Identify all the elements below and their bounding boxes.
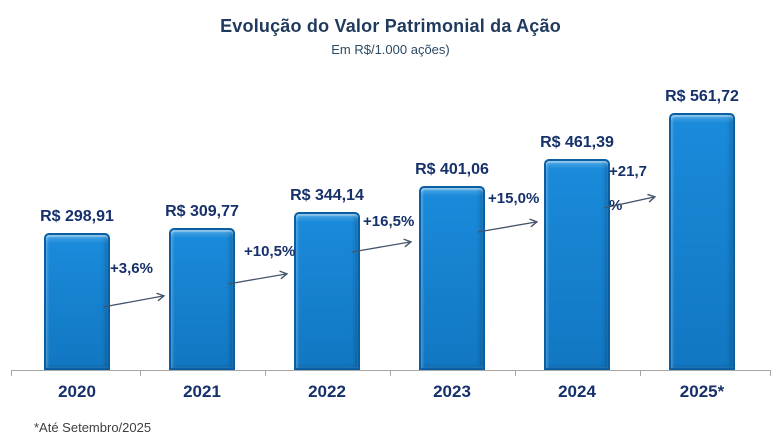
bar-group: R$ 298,91 — [12, 208, 142, 370]
bar-value-label: R$ 298,91 — [40, 208, 114, 225]
growth-arrow-icon — [102, 292, 166, 308]
chart-title: Evolução do Valor Patrimonial da Ação — [220, 16, 561, 36]
growth-text: +15,0% — [488, 190, 540, 207]
growth-annotation: +16,5% — [363, 212, 414, 232]
bar-value-label: R$ 401,06 — [415, 161, 489, 178]
x-axis-label: 2024 — [558, 382, 596, 401]
bar — [669, 113, 735, 370]
x-axis-label: 2025* — [679, 382, 725, 401]
bar-value-label: R$ 344,14 — [290, 187, 364, 204]
growth-text: +3,6% — [110, 260, 153, 277]
x-axis-label: 2022 — [308, 382, 346, 401]
x-axis-tick — [265, 370, 266, 376]
bar — [544, 159, 610, 370]
growth-annotation: +3,6% — [110, 259, 153, 279]
x-axis-label: 2021 — [183, 382, 221, 401]
x-axis-label: 2023 — [433, 382, 471, 401]
growth-text: +16,5% — [363, 213, 415, 230]
bar — [419, 186, 485, 370]
bar — [169, 228, 235, 370]
bar-value-label: R$ 309,77 — [165, 203, 239, 220]
x-axis-tick — [640, 370, 641, 376]
growth-annotation: +10,5% — [244, 242, 295, 262]
bar — [44, 233, 110, 370]
growth-arrow-icon — [351, 238, 413, 253]
bar-group: R$ 461,39 — [512, 134, 642, 370]
bar-group: R$ 309,77 — [137, 203, 267, 370]
growth-arrow-icon — [227, 270, 289, 285]
x-axis-tick — [140, 370, 141, 376]
growth-annotation: +15,0% — [488, 189, 539, 209]
chart-footnote: *Até Setembro/2025 — [34, 420, 152, 435]
bar-value-label: R$ 561,72 — [665, 88, 739, 105]
x-axis-tick — [515, 370, 516, 376]
bar — [294, 212, 360, 370]
bar-group: R$ 401,06 — [387, 161, 517, 370]
growth-text: +10,5% — [244, 243, 296, 260]
growth-arrow-icon — [477, 218, 539, 233]
growth-arrow-icon — [603, 193, 657, 209]
x-axis-tick — [11, 370, 12, 376]
chart-subtitle: Em R$/1.000 ações) — [331, 42, 450, 57]
bar-group: R$ 561,72 — [637, 88, 767, 370]
x-axis-tick — [770, 370, 771, 376]
bar-value-label: R$ 461,39 — [540, 134, 614, 151]
bar-group: R$ 344,14 — [262, 187, 392, 370]
x-axis-label: 2020 — [58, 382, 96, 401]
growth-text: +21,7 — [609, 163, 647, 180]
x-axis-tick — [390, 370, 391, 376]
